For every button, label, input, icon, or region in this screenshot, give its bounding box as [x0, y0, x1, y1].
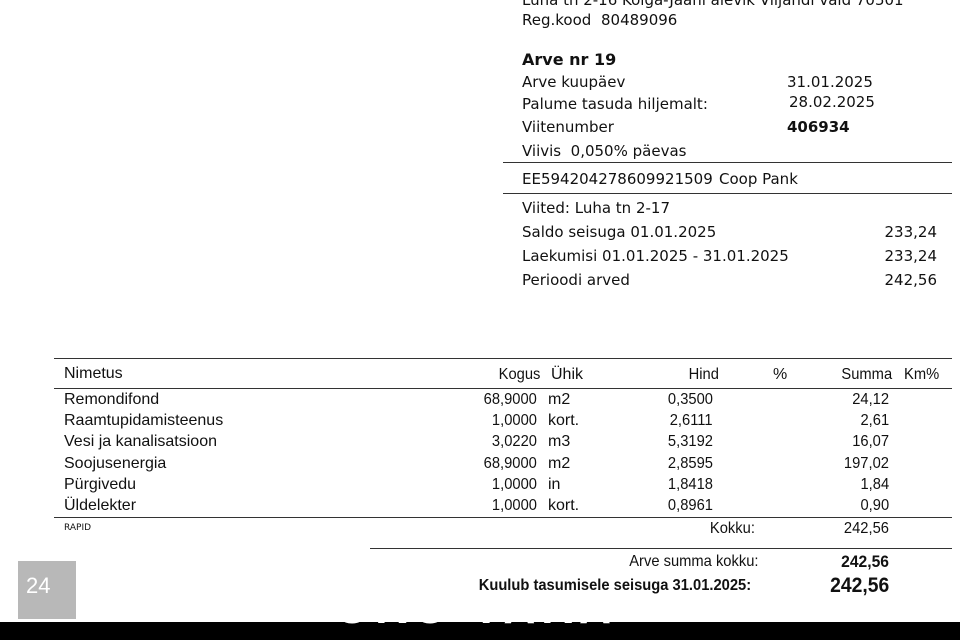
item-qty: 3,0220	[491, 433, 537, 451]
item-price: 2,8595	[667, 454, 713, 472]
item-price: 0,3500	[667, 391, 713, 408]
divider	[503, 193, 952, 194]
item-sum: 16,07	[852, 433, 889, 451]
invoice-title: Arve nr 19	[522, 50, 617, 69]
payable-label: Kuulub tasumisele seisuga 31.01.2025:	[478, 577, 751, 594]
item-sum: 2,61	[860, 412, 889, 430]
balance-value: 233,24	[884, 223, 938, 241]
col-unit: Ühik	[551, 366, 584, 383]
balance-label: Saldo seisuga 01.01.2025	[522, 223, 717, 241]
item-name: Vesi ja kanalisatsioon	[64, 433, 217, 451]
payable-value: 242,56	[829, 574, 889, 597]
item-unit: in	[548, 475, 561, 493]
item-unit: kort.	[548, 412, 580, 430]
penalty: Viivis 0,050% päevas	[522, 142, 687, 160]
reg-value: 80489096	[601, 11, 678, 29]
item-price: 5,3192	[667, 433, 713, 451]
item-qty: 68,9000	[483, 391, 537, 408]
item-name: Üldelekter	[64, 497, 137, 514]
col-qty: Kogus	[498, 366, 540, 383]
item-unit: m3	[548, 433, 571, 451]
invoice-total-value: 242,56	[841, 552, 889, 571]
item-sum: 0,90	[860, 497, 889, 514]
item-qty: 68,9000	[483, 454, 537, 472]
item-sum: 197,02	[843, 454, 889, 472]
item-name: Soojusenergia	[64, 454, 167, 472]
item-qty: 1,0000	[491, 412, 537, 430]
reg-label: Reg.kood	[522, 11, 592, 29]
col-pct: %	[773, 366, 788, 383]
item-qty: 1,0000	[491, 497, 537, 514]
table-bottom-rule	[54, 517, 952, 518]
item-unit: m2	[548, 454, 571, 472]
col-sum: Summa	[841, 366, 892, 383]
item-qty: 1,0000	[491, 475, 537, 493]
divider	[503, 162, 952, 163]
invoice-total-label: Arve summa kokku:	[628, 553, 758, 570]
item-price: 1,8418	[667, 475, 713, 493]
date-label: Arve kuupäev	[522, 73, 626, 91]
item-sum: 24,12	[852, 391, 889, 408]
date-value: 31.01.2025	[787, 73, 873, 91]
item-name: Remondifond	[64, 391, 160, 408]
table-top-rule	[54, 358, 952, 359]
col-vat: Km%	[903, 366, 939, 383]
summary-rule	[370, 548, 952, 549]
iban: EE594204278609921509	[522, 170, 713, 188]
page-number-badge: 24	[18, 561, 76, 619]
item-unit: kort.	[548, 497, 580, 514]
item-sum: 1,84	[860, 475, 889, 493]
balance-value: 242,56	[884, 271, 938, 289]
due-label: Palume tasuda hiljemalt:	[522, 95, 708, 113]
item-name: Pürgivedu	[64, 475, 137, 493]
col-name: Nimetus	[64, 365, 123, 382]
header-rule	[54, 388, 952, 389]
address: Luha tn 2-16 Kolga-Jaani alevik Viljandi…	[522, 0, 904, 9]
watermark-bar	[0, 622, 960, 640]
total-value: 242,56	[843, 520, 889, 537]
item-name: Raamtupidamisteenus	[64, 412, 224, 430]
software-label: RAPID	[64, 523, 92, 533]
balance-label: Laekumisi 01.01.2025 - 31.01.2025	[522, 247, 789, 265]
ref-label: Viitenumber	[522, 118, 614, 136]
balance-label: Perioodi arved	[522, 271, 630, 289]
total-label: Kokku:	[709, 520, 755, 537]
item-price: 2,6111	[670, 412, 713, 430]
col-price: Hind	[688, 366, 719, 383]
item-unit: m2	[548, 391, 571, 408]
due-value: 28.02.2025	[789, 93, 875, 111]
ref-value: 406934	[787, 118, 850, 136]
watermark-logo: OKO VARA	[335, 584, 617, 633]
refs: Viited: Luha tn 2-17	[522, 199, 670, 217]
bank: Coop Pank	[719, 170, 798, 188]
item-price: 0,8961	[667, 497, 713, 514]
balance-value: 233,24	[884, 247, 938, 265]
